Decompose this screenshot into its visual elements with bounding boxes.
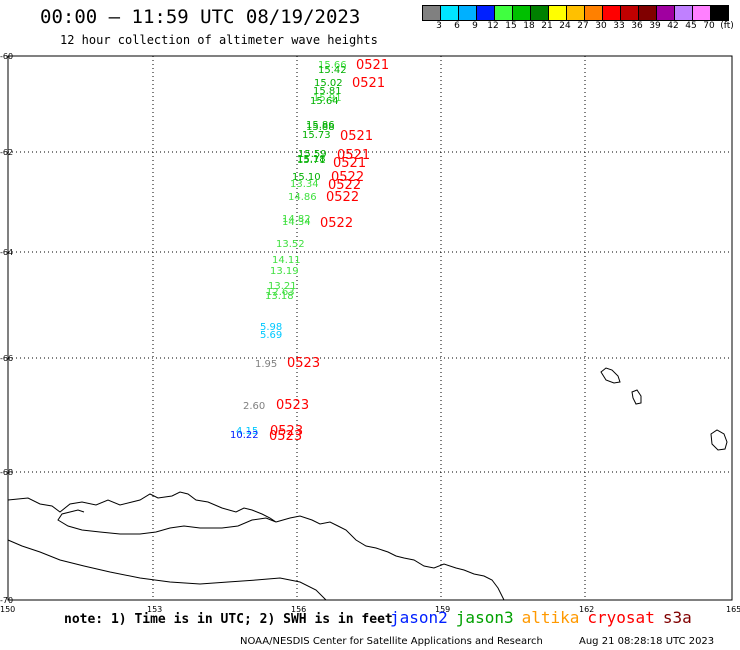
wave-height-label: 13.34 <box>290 179 319 190</box>
color-scale-label: 70 <box>703 21 715 31</box>
wave-height-label: 14.11 <box>272 255 301 266</box>
page-subtitle: 12 hour collection of altimeter wave hei… <box>60 33 378 47</box>
map-grid <box>8 56 732 600</box>
color-scale-label: 45 <box>685 21 697 31</box>
wave-height-label: 13.52 <box>276 239 305 250</box>
color-scale-label: 9 <box>472 21 478 31</box>
latitude-label: -64 <box>0 248 13 257</box>
color-swatch <box>710 5 729 21</box>
pass-time-label: 0523 <box>269 429 302 444</box>
wave-height-label: 5.98 <box>260 322 282 333</box>
footer-timestamp: Aug 21 08:28:18 UTC 2023 <box>579 636 715 647</box>
map-frame <box>7 55 733 601</box>
color-scale-label: 36 <box>631 21 643 31</box>
wave-height-label: 13.18 <box>265 291 294 302</box>
pass-time-label: 0522 <box>328 178 361 193</box>
legend-item-altika: altika <box>521 608 580 627</box>
longitude-label: 162 <box>579 605 594 614</box>
wave-height-label: 2.60 <box>243 401 265 412</box>
color-scale-label: 3 <box>436 21 442 31</box>
pass-time-label: 0521 <box>337 148 370 163</box>
wave-height-label: 1.95 <box>255 359 277 370</box>
island-3 <box>710 429 728 451</box>
antarctic-coastline <box>7 491 277 535</box>
wave-height-label: 14.82 <box>282 214 311 225</box>
latitude-label: -70 <box>0 596 13 605</box>
pass-time-label: 0522 <box>320 216 353 231</box>
color-scale-label: 24 <box>559 21 571 31</box>
wave-height-label: 15.59 <box>298 149 327 160</box>
antarctic-coastline-east <box>275 515 505 601</box>
longitude-label: 165 <box>726 605 740 614</box>
note-text: note: 1) Time is in UTC; 2) SWH is in fe… <box>64 612 393 627</box>
color-scale-label: 30 <box>595 21 607 31</box>
pass-time-label: 0523 <box>287 356 320 371</box>
pass-time-label: 0521 <box>340 129 373 144</box>
pass-time-label: 0522 <box>331 170 364 185</box>
wave-height-label: 15.81 <box>313 86 342 97</box>
legend-item-jason2: jason2 <box>390 608 448 627</box>
latitude-label: -60 <box>0 52 13 61</box>
wave-height-label: 15.02 <box>314 78 343 89</box>
wave-height-label: 15.66 <box>318 60 347 71</box>
pass-time-label: 0521 <box>333 156 366 171</box>
legend-item-s3a: s3a <box>662 608 692 627</box>
legend-item-cryosat: cryosat <box>587 608 655 627</box>
color-scale-labels: 3 6 9 12 15 18 21 24 27 30 33 36 39 42 45 70 (ft) <box>422 21 740 35</box>
page-title: 00:00 – 11:59 UTC 08/19/2023 <box>40 6 361 28</box>
pass-time-label: 0521 <box>356 58 389 73</box>
wave-height-label: 15.91 <box>313 93 342 104</box>
wave-height-label: 15.88 <box>306 122 335 133</box>
latitude-label: -66 <box>0 354 13 363</box>
pass-time-label: 0523 <box>276 398 309 413</box>
wave-height-label: 5.69 <box>260 330 282 341</box>
color-scale-label: 21 <box>541 21 553 31</box>
longitude-label: 153 <box>147 605 162 614</box>
wave-height-label: 4.15 <box>236 426 258 437</box>
color-scale-label: 12 <box>487 21 499 31</box>
wave-height-label: 14.86 <box>288 192 317 203</box>
latitude-label: -68 <box>0 468 13 477</box>
longitude-label: 156 <box>291 605 306 614</box>
footer-credit: NOAA/NESDIS Center for Satellite Applica… <box>240 636 543 647</box>
color-scale-label: 27 <box>577 21 589 31</box>
color-scale-label: 42 <box>667 21 679 31</box>
wave-height-label: 10.22 <box>230 430 259 441</box>
wave-height-label: 15.71 <box>297 155 326 166</box>
wave-height-label: 15.73 <box>302 130 331 141</box>
wave-height-label: 15.18 <box>297 154 326 165</box>
wave-height-label: 12.63 <box>266 287 295 298</box>
wave-height-label: 15.10 <box>292 172 321 183</box>
pass-time-label: 0521 <box>352 76 385 91</box>
color-scale-label: 15 <box>505 21 517 31</box>
wave-height-label: 13.21 <box>268 281 297 292</box>
legend-item-jason3: jason3 <box>455 608 514 627</box>
island-2 <box>631 389 642 405</box>
coastline <box>7 367 728 601</box>
color-scale-label: 6 <box>454 21 460 31</box>
longitude-label: 150 <box>0 605 15 614</box>
pass-time-label: 0523 <box>270 424 303 439</box>
wave-height-label: 15.86 <box>306 120 335 131</box>
color-scale-label: (ft) <box>720 21 734 31</box>
pass-time-labels: 0521052105210521052105220522052205220523… <box>269 58 389 444</box>
wave-height-label: 13.19 <box>270 266 299 277</box>
wave-height-label: 15.64 <box>310 96 339 107</box>
latitude-label: -62 <box>0 148 13 157</box>
longitude-label: 159 <box>435 605 450 614</box>
antarctic-coastline-west <box>7 539 327 601</box>
wave-height-label: 14.34 <box>282 217 311 228</box>
color-scale-label: 39 <box>649 21 661 31</box>
color-scale-label: 33 <box>613 21 625 31</box>
color-scale-bar <box>422 5 729 21</box>
color-scale-label: 18 <box>523 21 535 31</box>
wave-height-label: 15.42 <box>318 65 347 76</box>
island-1 <box>600 367 621 384</box>
pass-time-label: 0522 <box>326 190 359 205</box>
satellite-legend: jason2 jason3 altika cryosat s3a <box>390 608 700 627</box>
